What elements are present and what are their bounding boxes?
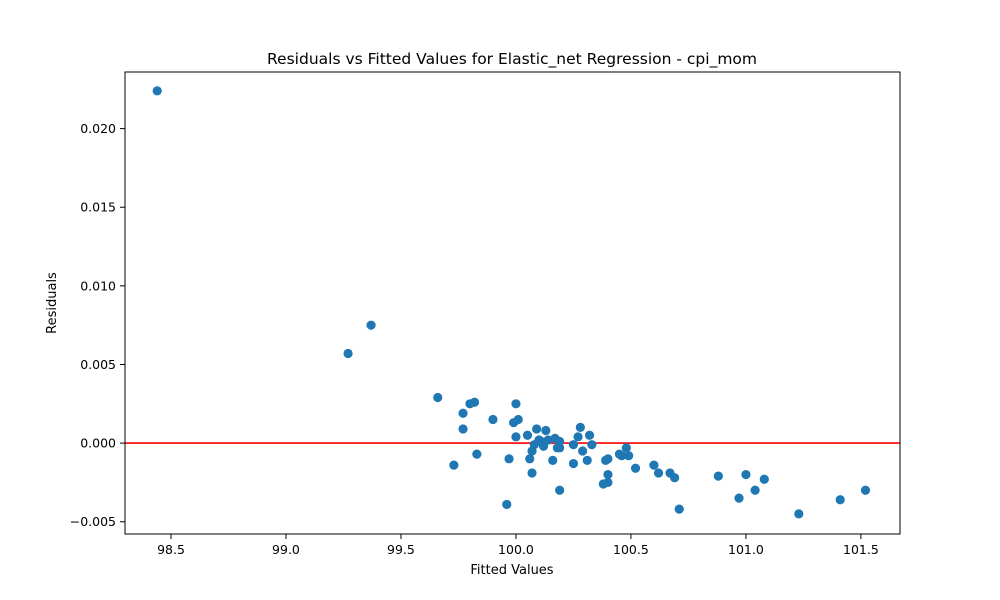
x-tick-label: 101.5 <box>843 542 879 557</box>
x-tick-label: 100.0 <box>498 542 534 557</box>
data-point <box>578 446 588 456</box>
data-point <box>674 504 684 514</box>
data-point <box>543 435 553 445</box>
data-point <box>522 430 533 440</box>
plot-frame <box>124 71 901 535</box>
data-point <box>621 443 631 453</box>
data-point <box>513 414 523 425</box>
data-point <box>469 397 480 407</box>
data-point <box>555 485 565 495</box>
data-point <box>794 509 804 519</box>
data-point <box>649 460 659 470</box>
data-point <box>555 443 565 453</box>
data-point <box>587 440 597 450</box>
data-point <box>449 460 459 470</box>
data-point <box>573 432 583 442</box>
data-point <box>532 424 542 434</box>
data-point <box>472 449 482 459</box>
data-point <box>525 454 535 464</box>
data-point <box>713 471 723 481</box>
x-tick-label: 99.5 <box>387 542 415 557</box>
data-point <box>617 451 627 461</box>
data-point <box>860 485 871 495</box>
data-point <box>366 320 376 330</box>
data-point <box>511 432 521 442</box>
y-tick-label: 0.005 <box>80 357 116 372</box>
data-point <box>541 425 551 436</box>
data-point <box>152 86 162 96</box>
data-point <box>582 455 592 466</box>
data-point <box>538 441 549 451</box>
data-point <box>343 348 353 359</box>
x-tick-label: 100.5 <box>613 542 649 557</box>
data-point <box>603 477 613 488</box>
x-tick-label: 101.0 <box>728 542 764 557</box>
x-tick-label: 99.0 <box>272 542 300 557</box>
data-point <box>670 473 680 483</box>
data-point <box>734 493 744 503</box>
data-point <box>527 468 537 478</box>
data-point <box>759 474 769 484</box>
data-point <box>568 458 579 469</box>
data-points <box>152 86 871 519</box>
data-point <box>575 422 585 432</box>
x-axis-label: Fitted Values <box>470 563 553 578</box>
data-point <box>630 463 641 473</box>
y-axis-ticks: −0.005 0.000 0.005 0.010 0.015 0.020 <box>70 121 125 529</box>
data-point <box>750 485 760 495</box>
data-point <box>835 495 845 505</box>
data-point <box>511 399 521 409</box>
y-tick-label: −0.005 <box>70 514 116 529</box>
data-point <box>502 499 512 510</box>
data-point <box>568 440 579 450</box>
data-point <box>458 408 468 418</box>
y-tick-label: 0.015 <box>80 200 116 215</box>
data-point <box>741 469 751 480</box>
data-point <box>458 424 468 434</box>
data-point <box>504 454 514 464</box>
data-point <box>624 451 634 461</box>
data-point <box>653 468 664 478</box>
y-tick-label: 0.010 <box>80 278 116 293</box>
data-point <box>488 414 498 425</box>
x-tick-label: 98.5 <box>157 542 185 557</box>
y-tick-label: 0.020 <box>80 121 116 136</box>
data-point <box>603 469 613 480</box>
chart-title: Residuals vs Fitted Values for Elastic_n… <box>267 50 757 69</box>
data-point <box>548 455 558 466</box>
x-axis-ticks: 98.5 99.0 99.5 100.0 100.5 101.0 101.5 <box>157 534 879 557</box>
data-point <box>603 454 613 464</box>
data-point <box>555 436 565 447</box>
data-point <box>433 392 443 403</box>
y-tick-label: 0.000 <box>80 436 116 451</box>
data-point <box>584 430 595 440</box>
y-axis-label: Residuals <box>45 272 60 334</box>
